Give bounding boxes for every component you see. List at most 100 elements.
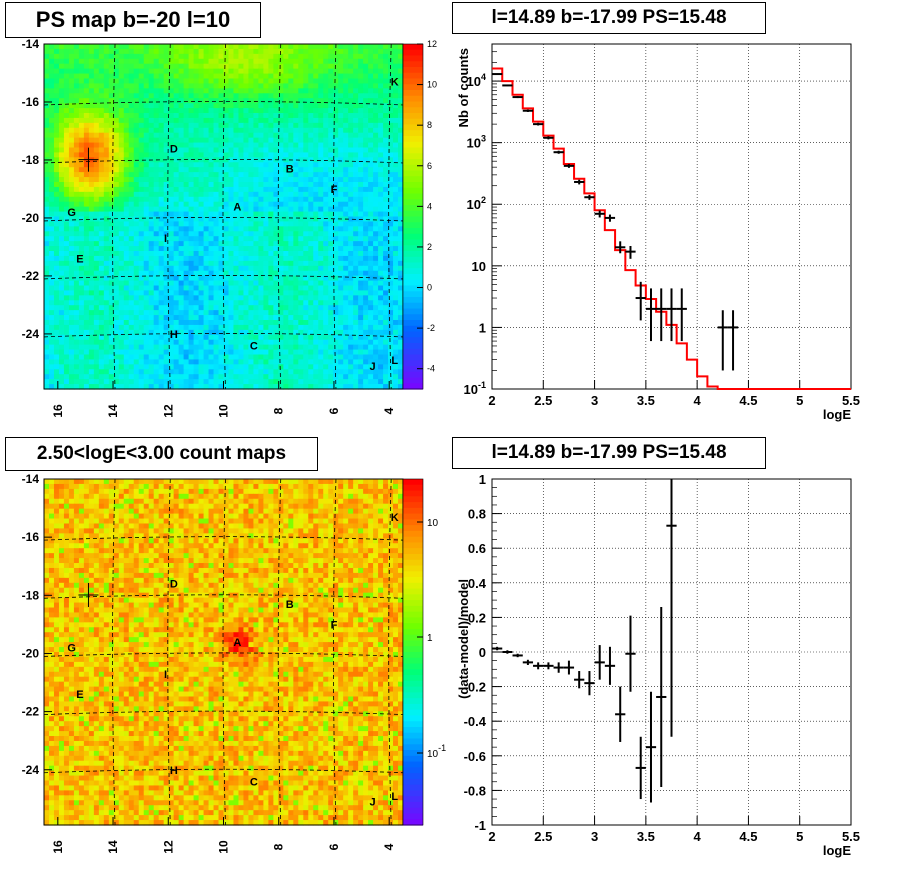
- spectrum-data-point: [502, 84, 513, 87]
- spectrum-data-point: [522, 109, 534, 112]
- spectrum-ytick-label: 102: [467, 195, 486, 212]
- residual-data-point: [666, 479, 677, 737]
- spectrum-data-point: [594, 210, 605, 218]
- ps-map-ytick-label: -14: [22, 37, 40, 51]
- residual-data-point: [512, 653, 523, 658]
- count-map-ytick-label: -16: [22, 530, 40, 544]
- residual-data-point: [584, 671, 595, 696]
- ps-map-cells: [44, 44, 404, 390]
- residual-data-point: [502, 650, 513, 654]
- spectrum-data-point: [584, 194, 595, 200]
- ps-map-colorbar-label: 6: [427, 161, 432, 171]
- residual-ytick-label: -1: [474, 818, 486, 833]
- ps-map-source-I: I: [164, 233, 167, 245]
- ps-map-colorbar-label: 0: [427, 283, 432, 293]
- spectrum-xtick-label: 2.5: [534, 393, 552, 408]
- spectrum-data-point: [666, 288, 677, 342]
- count-map-ytick-label: -18: [22, 588, 40, 602]
- residual-xtick-label: 5.5: [842, 829, 860, 844]
- ps-map-colorbar-label: 4: [427, 201, 432, 211]
- residual-ytick-label: -0.6: [464, 749, 486, 764]
- ps-map-xtick-label: 14: [106, 404, 120, 418]
- residual-data-point: [492, 646, 503, 651]
- spectrum-data-point: [635, 281, 646, 321]
- count-map-colorbar: 10 1 10-1: [402, 478, 446, 826]
- residual-ylabel: (data-model)/model: [456, 579, 471, 699]
- spectrum-xtick-label: 2: [488, 393, 495, 408]
- residual-data-point: [553, 662, 564, 673]
- residual-title: l=14.89 b=-17.99 PS=15.48: [452, 437, 766, 469]
- spectrum-title: l=14.89 b=-17.99 PS=15.48: [452, 2, 766, 34]
- count-map-source-F: F: [331, 619, 338, 631]
- ps-map-ytick-label: -20: [22, 211, 40, 225]
- residual-data-point: [615, 686, 626, 742]
- spectrum-data-point: [727, 310, 739, 371]
- ps-map-source-D: D: [170, 143, 178, 155]
- residual-xtick-label: 3: [591, 829, 598, 844]
- count-map-source-J: J: [370, 797, 376, 809]
- ps-map-colorbar-label: 10: [427, 80, 437, 90]
- residual-data-point: [574, 671, 585, 689]
- count-map-source-A: A: [233, 637, 241, 649]
- count-map-source-K: K: [391, 512, 399, 524]
- spectrum-data-point: [615, 241, 626, 254]
- ps-map-title: PS map b=-20 l=10: [5, 2, 261, 38]
- count-map-source-C: C: [250, 776, 258, 788]
- residual-ytick-label: 0.6: [468, 541, 486, 556]
- ps-map-colorbar-label: -4: [427, 364, 435, 374]
- spectrum-xlabel: logE: [823, 407, 851, 422]
- ps-map-source-J: J: [370, 361, 376, 373]
- spectrum-data-point: [645, 288, 657, 342]
- ps-map-source-C: C: [250, 341, 258, 353]
- count-map-ytick-label: -24: [22, 763, 40, 777]
- ps-map-ytick-label: -18: [22, 153, 40, 167]
- count-map-source-H: H: [170, 765, 178, 777]
- spectrum-data-points: [492, 73, 739, 371]
- spectrum-frame: [491, 43, 852, 390]
- ps-map-ytick-label: -16: [22, 95, 40, 109]
- ps-map-xtick-label: 8: [272, 407, 286, 414]
- count-map-xtick-label: 4: [382, 843, 396, 850]
- residual-data-point: [563, 660, 575, 675]
- count-map-source-B: B: [286, 599, 294, 611]
- spectrum-data-point: [553, 150, 564, 154]
- count-map-source-L: L: [391, 791, 398, 803]
- ps-map-source-A: A: [233, 201, 241, 213]
- spectrum-data-point: [543, 136, 554, 140]
- count-map-coord-grid: [43, 478, 404, 826]
- residual-data-point: [635, 736, 646, 800]
- count-map-colorbar-label: 1: [427, 633, 433, 644]
- count-map-xtick-label: 16: [51, 840, 65, 854]
- spectrum-xtick-label: 4: [694, 393, 702, 408]
- count-map-source-I: I: [164, 669, 167, 681]
- spectrum-data-point: [676, 288, 687, 342]
- count-map-xtick-label: 8: [272, 843, 286, 850]
- count-map-colorbar-label: 10: [427, 518, 439, 529]
- ps-map-xtick-label: 12: [161, 404, 175, 418]
- spectrum-ytick-label: 103: [467, 134, 486, 151]
- ps-map-xtick-label: 10: [217, 404, 231, 418]
- residual-data-point: [533, 662, 544, 670]
- spectrum-data-point: [717, 310, 728, 371]
- residual-xtick-label: 3.5: [637, 829, 655, 844]
- spectrum-xtick-label: 5.5: [842, 393, 860, 408]
- ps-map-colorbar-label: 8: [427, 120, 432, 130]
- ps-map-xtick-label: 4: [382, 407, 396, 414]
- residual-data-point: [625, 615, 636, 692]
- residual-ytick-label: 0: [479, 645, 486, 660]
- ps-map-source-H: H: [170, 329, 178, 341]
- count-map-panel: 16 14 12 10 8 6 4 -14 -16 -18 -20 -22 -24 10 1 10-1 A B C D…: [22, 472, 446, 854]
- ps-map-panel: 16 14 12 10 8 6 4 -14 -16 -18 -20 -22 -24 12 10 8 6 4 2 0 -2…: [22, 37, 437, 418]
- residual-xtick-label: 4: [694, 829, 702, 844]
- spectrum-ytick-label: 10: [472, 259, 486, 274]
- count-map-source-E: E: [76, 689, 83, 701]
- count-map-ytick-label: -20: [22, 646, 40, 660]
- spectrum-data-point: [492, 73, 503, 76]
- ps-map-xtick-label: 16: [51, 404, 65, 418]
- ps-map-colorbar: 12 10 8 6 4 2 0 -2 -4: [402, 39, 437, 390]
- ps-map-source-G: G: [67, 207, 76, 219]
- residual-data-point: [522, 659, 534, 665]
- spectrum-ytick-label: 10-1: [464, 380, 486, 397]
- spectrum-data-point: [656, 288, 667, 342]
- spectrum-ylabel: Nb of counts: [456, 48, 471, 127]
